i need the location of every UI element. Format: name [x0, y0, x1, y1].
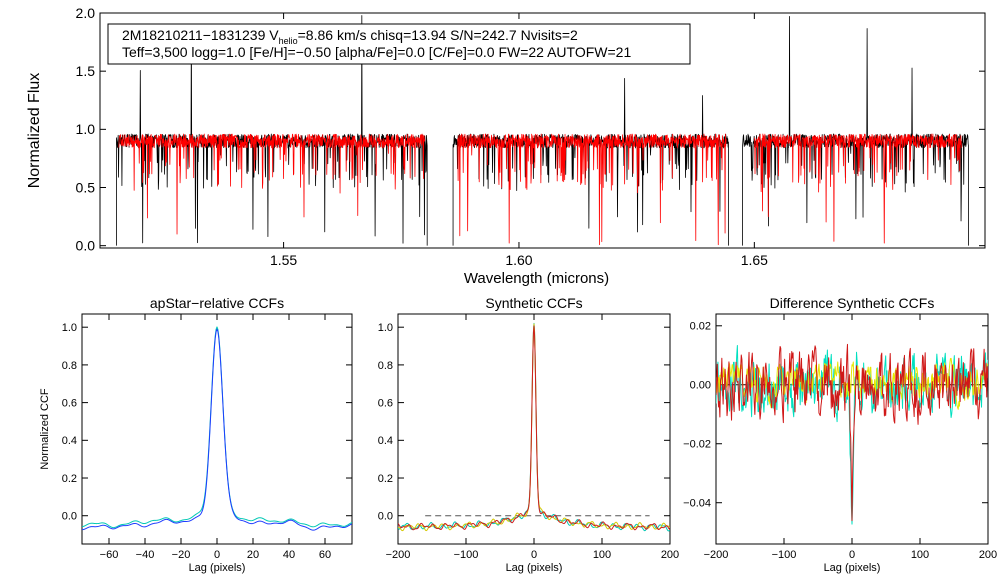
- spectrum-axes: 1.55 1.60 1.65 0.0 0.5 1.0 1.5 2.0: [76, 5, 986, 268]
- synthetic-ccf-xtick-label: 0: [531, 549, 537, 561]
- difference-ccf-ytick-label: 0.02: [690, 321, 711, 333]
- difference-ccf-title: Difference Synthetic CCFs: [770, 295, 935, 311]
- difference-ccf-ytick-label: −0.04: [683, 498, 711, 510]
- info-line-1: 2M18210211−1831239 Vhelio=8.86 km/s chis…: [122, 27, 578, 46]
- spectrum-xtick-label: 1.65: [741, 252, 768, 268]
- apstar-ccf-ytick-label: 1.0: [62, 322, 77, 334]
- synthetic-ccf-axes: −200 −100 0 100 200 0.0 0.2 0.4 0.6 0.8 1.0: [378, 313, 679, 561]
- apstar-ccf-xtick-label: −20: [172, 549, 191, 561]
- spectrum-xtick-label: 1.55: [270, 252, 297, 268]
- apstar-ccf-axes: −60 −40 −20 0 20 40 60 0.0 0.2 0.4 0.6 0.8 1.0: [62, 313, 353, 561]
- difference-ccf-xtick-label: 100: [911, 549, 929, 561]
- apstar-ccf-series-1: [82, 326, 352, 529]
- apstar-ccf-xlabel: Lag (pixels): [189, 562, 246, 574]
- synthetic-ccf-ytick-label: 1.0: [378, 322, 393, 334]
- apstar-ccf-xtick-label: 40: [283, 549, 295, 561]
- spectrum-ytick-label: 2.0: [76, 5, 96, 21]
- synthetic-ccf-xlabel: Lag (pixels): [506, 562, 563, 574]
- difference-ccf-series-3: [716, 343, 988, 522]
- synthetic-ccf-series-1: [398, 322, 670, 532]
- spectrum-observed-line: [452, 77, 729, 246]
- apstar-ccf-xtick-label: 60: [319, 549, 331, 561]
- apstar-ccf-ytick-label: 0.0: [62, 511, 77, 523]
- synthetic-ccf-frame: [397, 313, 671, 545]
- synthetic-ccf-title: Synthetic CCFs: [485, 295, 582, 311]
- synthetic-ccf-ytick-label: 0.8: [378, 360, 393, 372]
- apstar-ccf-series-2: [82, 328, 352, 531]
- apstar-ccf-xtick-label: 0: [214, 549, 220, 561]
- apstar-ccf-title: apStar−relative CCFs: [150, 295, 284, 311]
- spectrum-ytick-label: 0.5: [76, 179, 96, 195]
- synthetic-ccf-ytick-label: 0.2: [378, 473, 393, 485]
- difference-ccf-ytick-label: −0.02: [683, 439, 711, 451]
- difference-ccf-xlabel: Lag (pixels): [824, 562, 881, 574]
- spectrum-model-line: [753, 133, 962, 244]
- difference-ccf-xtick-label: 200: [979, 549, 997, 561]
- spectrum-ytick-label: 0.0: [76, 238, 96, 254]
- spectrum-model-line: [118, 133, 426, 235]
- difference-ccf-axes: −200 −100 0 100 200 −0.04 −0.02 0.00 0.02: [683, 313, 997, 561]
- spectrum-info-box: 2M18210211−1831239 Vhelio=8.86 km/s chis…: [107, 23, 691, 65]
- spectrum-observed-line: [742, 16, 969, 246]
- apstar-ccf-ytick-label: 0.8: [62, 360, 77, 372]
- apstar-ccf-frame: [81, 313, 353, 545]
- apstar-ccf-ytick-label: 0.4: [62, 435, 77, 447]
- synthetic-ccf-xtick-label: 100: [593, 549, 611, 561]
- spectrum-ytick-label: 1.5: [76, 63, 96, 79]
- spectrum-frame: [99, 12, 986, 249]
- difference-ccf-xtick-label: −200: [704, 549, 729, 561]
- spectrum-xlabel: Wavelength (microns): [464, 270, 609, 287]
- spectrum-ylabel: Normalized Flux: [26, 73, 43, 189]
- info-line-2: Teff=3,500 logg=1.0 [Fe/H]=−0.50 [alpha/…: [122, 44, 631, 60]
- apstar-ccf-xtick-label: −60: [100, 549, 119, 561]
- apstar-ccf-xtick-label: −40: [136, 549, 155, 561]
- synthetic-ccf-series-3: [398, 325, 670, 531]
- difference-ccf-ytick-label: 0.00: [690, 380, 711, 392]
- synthetic-ccf-xtick-label: −200: [386, 549, 411, 561]
- spectrum-ytick-label: 1.0: [76, 121, 96, 137]
- synthetic-ccf-xtick-label: 200: [661, 549, 679, 561]
- difference-ccf-xtick-label: −100: [772, 549, 797, 561]
- difference-ccf-xtick-label: 0: [849, 549, 855, 561]
- synthetic-ccf-ytick-label: 0.0: [378, 511, 393, 523]
- spectrum-xtick-label: 1.60: [505, 252, 532, 268]
- apstar-ccf-ytick-label: 0.6: [62, 397, 77, 409]
- synthetic-ccf-ytick-label: 0.4: [378, 435, 393, 447]
- info-box-frame: [107, 23, 691, 65]
- synthetic-ccf-ytick-label: 0.6: [378, 397, 393, 409]
- apstar-ccf-xtick-label: 20: [247, 549, 259, 561]
- apstar-ccf-ylabel: Normalized CCF: [39, 388, 51, 470]
- synthetic-ccf-series-2: [398, 323, 670, 532]
- apstar-ccf-ytick-label: 0.2: [62, 473, 77, 485]
- difference-ccf-series-1: [716, 344, 988, 525]
- spectrum-model-line: [457, 133, 727, 246]
- synthetic-ccf-xtick-label: −100: [454, 549, 479, 561]
